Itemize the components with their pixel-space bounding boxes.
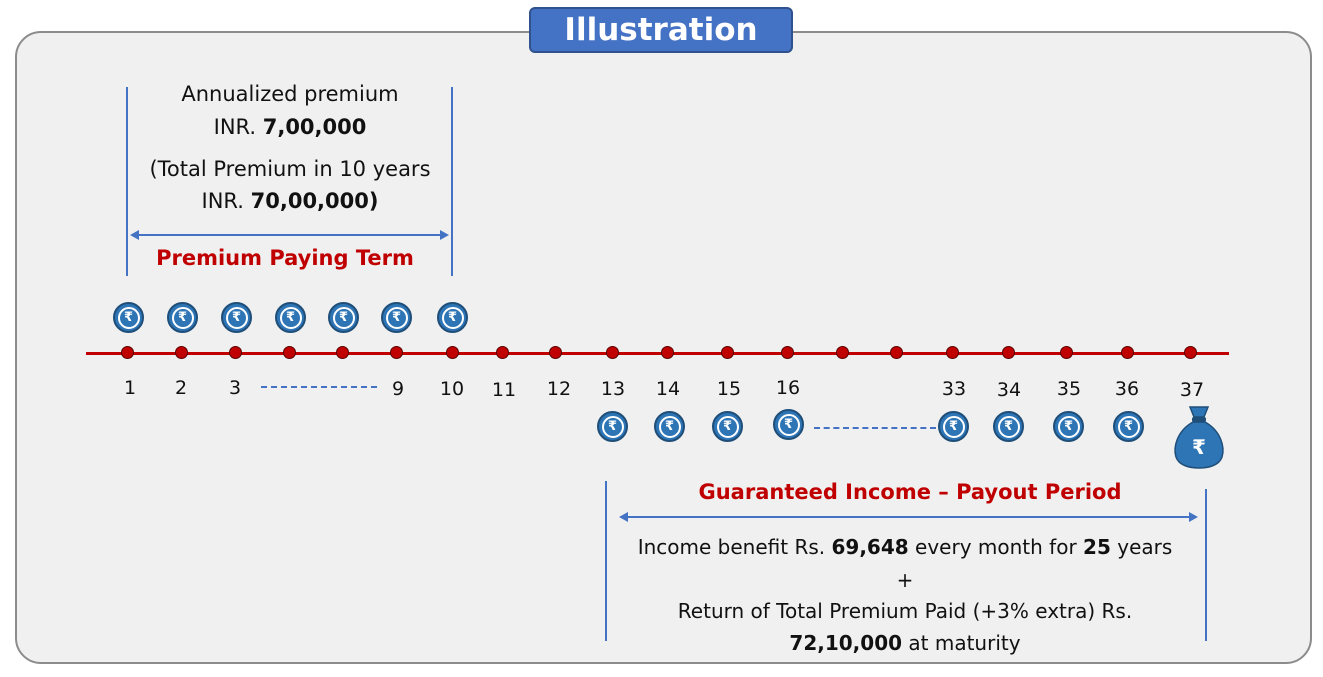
timeline-dot — [496, 346, 509, 359]
bag-rupee-symbol: ₹ — [1192, 435, 1206, 459]
tick-label: 11 — [491, 379, 517, 401]
premium-label: Annualized premium — [181, 82, 399, 106]
arrow-left-icon — [619, 512, 628, 522]
premium-term-left-bracket — [126, 87, 128, 276]
tick-label: 15 — [716, 378, 742, 400]
payout-period-label: Guaranteed Income – Payout Period — [698, 480, 1122, 504]
premium-term-arrow — [138, 234, 440, 236]
tick-label: 14 — [655, 378, 681, 400]
payout-left-bracket — [605, 481, 607, 641]
payout-right-bracket — [1205, 489, 1207, 641]
timeline-dot — [1002, 346, 1015, 359]
tick-label: 1 — [123, 377, 137, 399]
ellipsis-dash — [814, 427, 936, 429]
timeline-dot — [890, 346, 903, 359]
rupee-coin-icon: ₹ — [275, 302, 306, 333]
rupee-coin-icon: ₹ — [437, 302, 468, 333]
timeline-dot — [781, 346, 794, 359]
income-benefit-text: Income benefit Rs. 69,648 every month fo… — [637, 535, 1173, 559]
rupee-coin-icon: ₹ — [221, 302, 252, 333]
tick-label: 34 — [996, 379, 1022, 401]
rupee-coin-icon: ₹ — [773, 409, 804, 440]
tick-label: 9 — [391, 378, 405, 400]
timeline-dot — [946, 346, 959, 359]
timeline-dot — [721, 346, 734, 359]
rupee-coin-icon: ₹ — [1113, 411, 1144, 442]
rupee-coin-icon: ₹ — [113, 302, 144, 333]
timeline-dot — [606, 346, 619, 359]
tick-label: 10 — [439, 378, 465, 400]
rupee-coin-icon: ₹ — [993, 411, 1024, 442]
return-premium-text: Return of Total Premium Paid (+3% extra)… — [677, 599, 1133, 623]
premium-term-right-bracket — [451, 87, 453, 276]
arrow-right-icon — [440, 230, 449, 240]
timeline-dot — [283, 346, 296, 359]
tick-label: 36 — [1114, 378, 1140, 400]
tick-label: 37 — [1179, 379, 1205, 401]
premium-paying-term-label: Premium Paying Term — [156, 246, 414, 270]
timeline-dot — [549, 346, 562, 359]
timeline-dot — [836, 346, 849, 359]
tick-label: 3 — [228, 377, 242, 399]
total-premium-label: (Total Premium in 10 years — [149, 157, 431, 181]
rupee-coin-icon: ₹ — [381, 302, 412, 333]
illustration-title: Illustration — [529, 7, 793, 53]
tick-label: 33 — [941, 378, 967, 400]
timeline-dot — [390, 346, 403, 359]
timeline-dot — [1121, 346, 1134, 359]
maturity-text: 72,10,000 at maturity — [789, 631, 1021, 655]
timeline-dot — [661, 346, 674, 359]
timeline-dot — [121, 346, 134, 359]
tick-label: 12 — [546, 378, 572, 400]
rupee-coin-icon: ₹ — [1053, 411, 1084, 442]
rupee-coin-icon: ₹ — [597, 411, 628, 442]
timeline-dot — [1184, 346, 1197, 359]
tick-label: 35 — [1056, 378, 1082, 400]
timeline-dot — [446, 346, 459, 359]
timeline-dot — [336, 346, 349, 359]
plus-sign: + — [896, 568, 914, 592]
timeline-dot — [1060, 346, 1073, 359]
rupee-coin-icon: ₹ — [167, 302, 198, 333]
payout-period-arrow — [627, 516, 1191, 518]
timeline-dot — [175, 346, 188, 359]
rupee-coin-icon: ₹ — [938, 411, 969, 442]
rupee-coin-icon: ₹ — [654, 411, 685, 442]
tick-label: 2 — [174, 377, 188, 399]
tick-label: 13 — [600, 378, 626, 400]
rupee-coin-icon: ₹ — [328, 302, 359, 333]
timeline-dot — [229, 346, 242, 359]
rupee-coin-icon: ₹ — [712, 411, 743, 442]
timeline-axis — [86, 352, 1229, 355]
money-bag-icon: ₹ — [1174, 406, 1224, 469]
arrow-left-icon — [130, 230, 139, 240]
premium-amount: INR. 7,00,000 — [213, 115, 367, 139]
arrow-right-icon — [1189, 512, 1198, 522]
tick-label: 16 — [775, 377, 801, 399]
total-premium-amount: INR. 70,00,000) — [201, 189, 379, 213]
ellipsis-dash — [261, 386, 377, 388]
